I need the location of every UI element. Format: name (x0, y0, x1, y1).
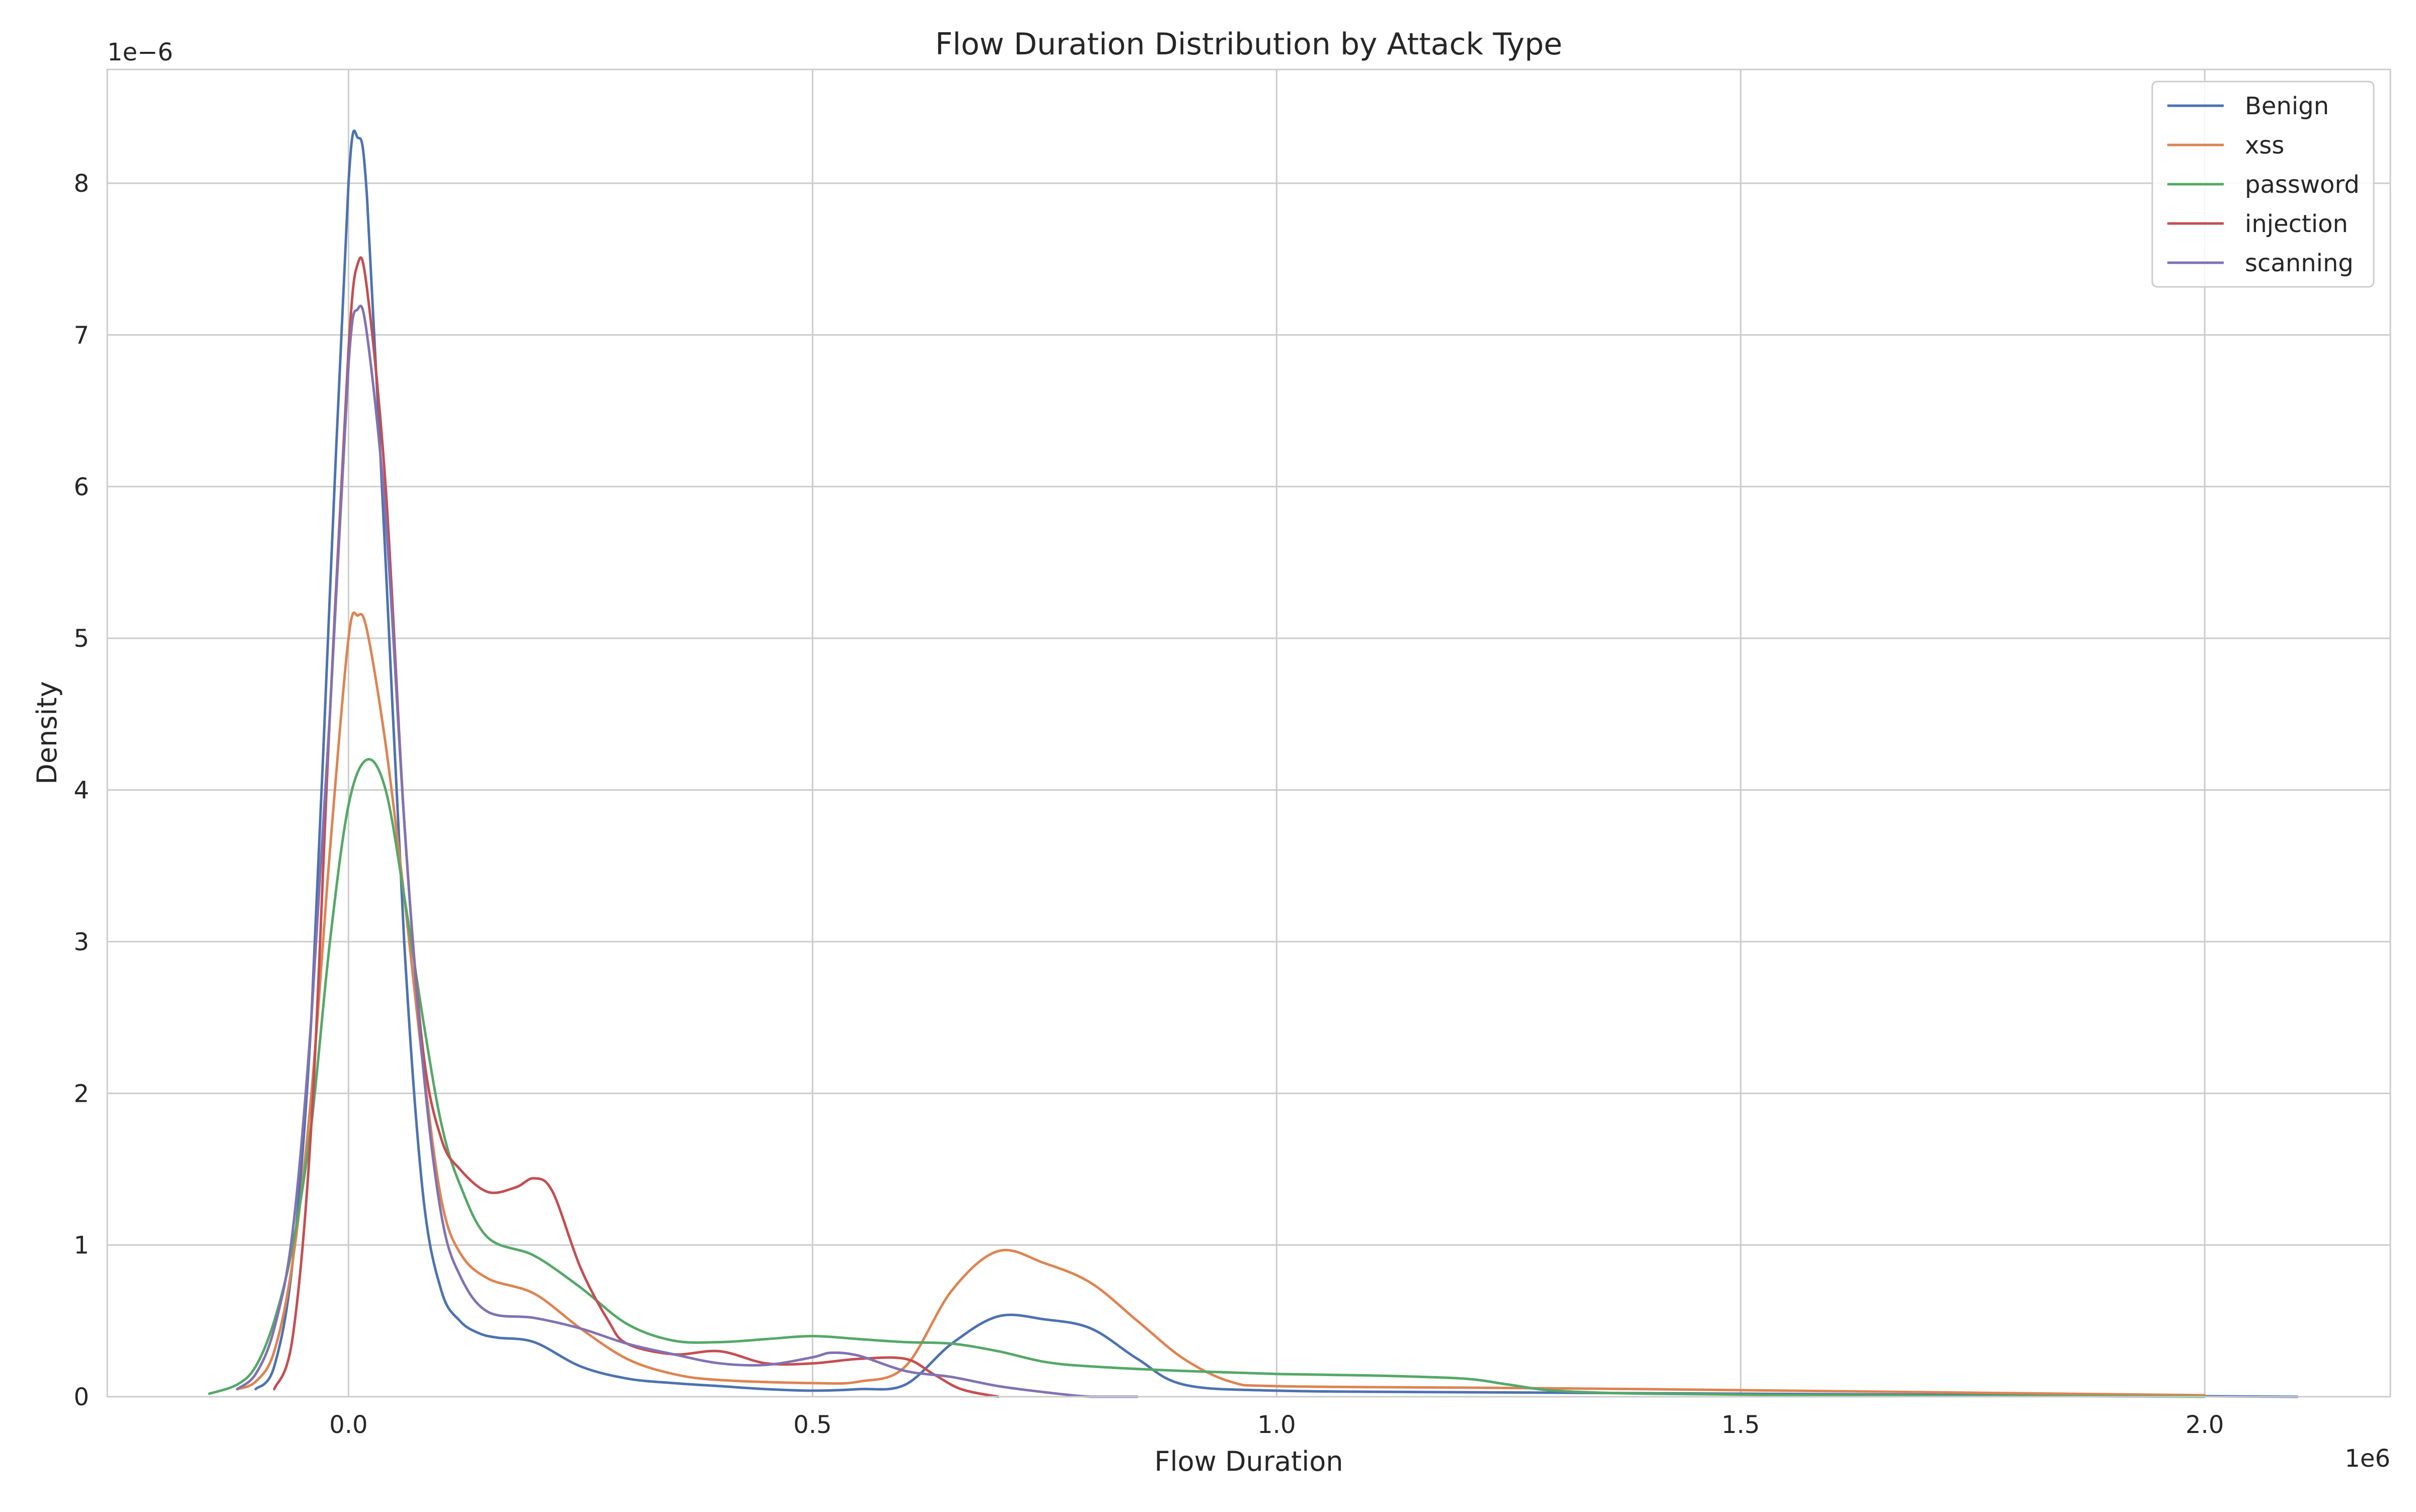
x-tick-label: 0.0 (329, 1411, 367, 1439)
y-tick-label: 8 (73, 170, 89, 198)
x-tick-label: 0.5 (793, 1411, 832, 1439)
x-tick-label: 1.5 (1721, 1411, 1760, 1439)
series-line-xss (236, 611, 2206, 1397)
y-tick-label: 4 (73, 777, 89, 805)
y-offset-label: 1e−6 (107, 38, 173, 66)
y-tick-label: 7 (73, 321, 89, 349)
series-layer (208, 129, 2299, 1398)
legend-label-scanning: scanning (2245, 249, 2354, 277)
legend-label-injection: injection (2245, 210, 2348, 238)
x-axis-label: Flow Duration (1155, 1446, 1343, 1477)
legend-label-Benign: Benign (2245, 92, 2329, 120)
y-axis-label: Density (31, 681, 63, 784)
y-tick-label: 0 (73, 1383, 89, 1411)
tick-layer: 0.0 0.5 1.0 1.5 2.0 0 1 2 3 4 5 6 7 8 (73, 170, 2224, 1439)
legend-label-password: password (2245, 171, 2360, 199)
legend: Benign xss password injection scanning (2151, 81, 2375, 288)
chart-title: Flow Duration Distribution by Attack Typ… (935, 27, 1562, 62)
y-tick-label: 5 (73, 625, 89, 653)
plot-background (107, 69, 2390, 1397)
series-line-Benign (254, 129, 2299, 1398)
x-tick-label: 2.0 (2185, 1411, 2224, 1439)
x-offset-label: 1e6 (2345, 1445, 2390, 1473)
legend-label-xss: xss (2245, 131, 2284, 160)
y-tick-label: 1 (73, 1232, 89, 1260)
series-line-password (208, 758, 2206, 1398)
y-tick-label: 6 (73, 473, 89, 501)
series-line-scanning (236, 305, 1139, 1398)
legend-frame (2151, 81, 2375, 288)
x-tick-label: 1.0 (1257, 1411, 1296, 1439)
y-tick-label: 2 (73, 1080, 89, 1108)
plot-frame (106, 68, 2391, 1398)
y-tick-label: 3 (73, 928, 89, 956)
